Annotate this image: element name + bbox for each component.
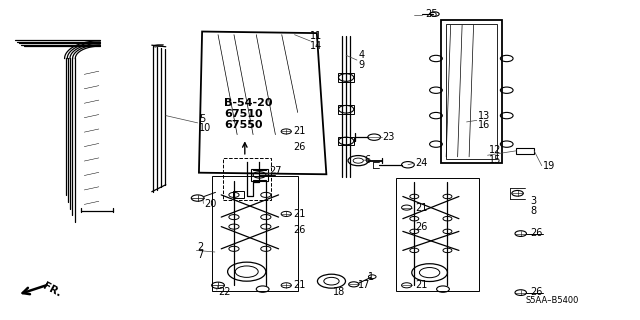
Text: 6: 6 — [365, 155, 371, 165]
Text: 26: 26 — [531, 287, 543, 297]
Text: 23: 23 — [383, 132, 395, 142]
Text: 67550: 67550 — [225, 120, 263, 130]
Bar — [338, 73, 355, 82]
Text: 17: 17 — [358, 280, 371, 290]
Text: 67510: 67510 — [225, 109, 263, 119]
Bar — [212, 177, 298, 291]
Text: 21: 21 — [293, 126, 306, 136]
Text: 26: 26 — [415, 222, 428, 232]
Text: 26: 26 — [293, 142, 306, 152]
Bar — [396, 178, 479, 291]
Bar — [234, 191, 244, 198]
Text: 21: 21 — [415, 280, 428, 290]
Text: 26: 26 — [293, 225, 306, 235]
Text: 12: 12 — [489, 146, 501, 156]
Text: 25: 25 — [425, 9, 438, 19]
Text: B-54-20: B-54-20 — [225, 98, 273, 108]
Text: FR.: FR. — [41, 280, 63, 298]
Text: 4: 4 — [358, 50, 364, 60]
Text: 24: 24 — [415, 158, 428, 168]
Text: 3: 3 — [531, 196, 536, 206]
Text: 10: 10 — [199, 123, 211, 133]
Text: 22: 22 — [218, 287, 230, 297]
Bar — [516, 148, 534, 154]
Text: 19: 19 — [543, 161, 556, 171]
Text: 8: 8 — [531, 206, 536, 216]
Bar — [250, 169, 268, 180]
Text: 26: 26 — [531, 228, 543, 238]
Text: 1: 1 — [368, 272, 374, 282]
Text: 21: 21 — [415, 203, 428, 212]
Text: 21: 21 — [293, 280, 306, 290]
Text: 11: 11 — [310, 31, 323, 41]
Bar — [338, 137, 355, 145]
Text: 9: 9 — [358, 60, 364, 70]
Text: 2: 2 — [198, 242, 204, 252]
Text: 7: 7 — [198, 250, 204, 260]
Text: 18: 18 — [333, 287, 345, 297]
Text: 13: 13 — [478, 111, 490, 121]
Text: 20: 20 — [204, 199, 216, 209]
Text: S5AA–B5400: S5AA–B5400 — [525, 296, 579, 305]
Bar — [446, 24, 497, 159]
Text: 5: 5 — [199, 114, 205, 124]
Text: 14: 14 — [310, 41, 323, 51]
Text: 27: 27 — [269, 166, 282, 176]
Text: 21: 21 — [293, 209, 306, 219]
Bar — [441, 20, 502, 163]
Bar — [223, 158, 271, 200]
Bar — [338, 105, 355, 114]
Text: 15: 15 — [489, 155, 501, 165]
Text: 16: 16 — [478, 120, 490, 130]
